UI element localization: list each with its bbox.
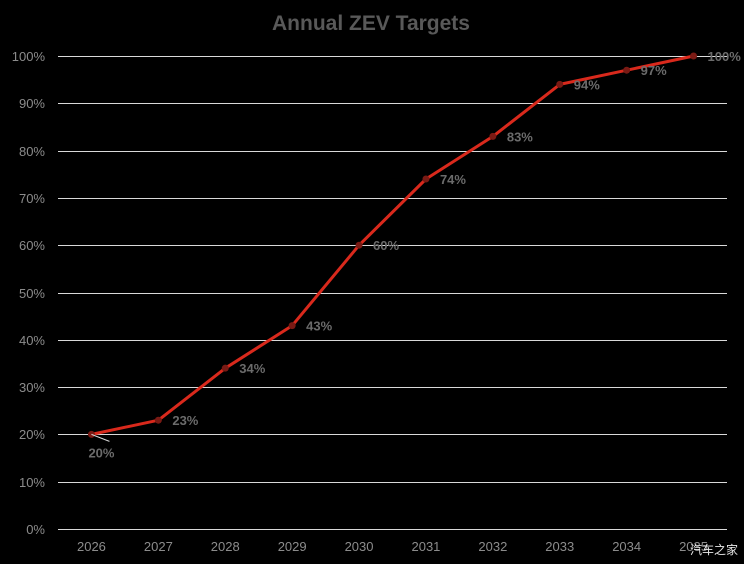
gridlines [58,56,727,530]
y-tick-label: 70% [19,191,45,206]
series-line [90,54,696,436]
y-tick-label: 60% [19,238,45,253]
x-tick-label: 2031 [411,539,440,554]
x-tick-label: 2035 [679,539,708,554]
data-label: 43% [306,319,332,334]
y-tick-label: 50% [19,286,45,301]
x-tick-label: 2032 [478,539,507,554]
x-tick-label: 2028 [211,539,240,554]
y-tick-label: 80% [19,144,45,159]
y-tick-label: 100% [12,49,46,64]
data-point [288,322,296,330]
data-point [556,80,564,88]
data-point [154,416,162,424]
data-label: 60% [373,238,399,253]
y-tick-label: 90% [19,96,45,111]
data-label: 94% [574,77,600,92]
data-label-leader [91,433,110,442]
x-tick-label: 2029 [278,539,307,554]
data-label: 23% [172,413,198,428]
watermark-text: 汽车之家 [689,543,738,557]
data-label: 83% [507,129,533,144]
y-tick-label: 10% [19,475,45,490]
data-point [623,66,631,74]
data-label: 34% [239,361,265,376]
y-tick-label: 30% [19,380,45,395]
chart-title: Annual ZEV Targets [272,12,470,35]
y-axis-tick-labels: 0% 10% 20% 30% 40% 50% 60% 70% 80% 90% 100% [12,49,46,537]
series-zev-target [90,54,696,436]
data-label: 100% [708,49,742,64]
data-point [221,364,229,372]
data-point [489,132,497,140]
x-tick-label: 2034 [612,539,641,554]
x-tick-label: 2027 [144,539,173,554]
data-point [355,241,363,249]
x-axis-tick-labels: 2026 2027 2028 2029 2030 2031 2032 2033 2034 2035 [77,539,708,554]
data-point [690,52,698,60]
y-tick-label: 40% [19,333,45,348]
data-point [422,175,430,183]
data-label: 74% [440,172,466,187]
x-tick-label: 2033 [545,539,574,554]
y-tick-label: 20% [19,427,45,442]
x-tick-label: 2026 [77,539,106,554]
data-label: 20% [88,445,114,460]
data-label: 97% [641,63,667,78]
x-tick-label: 2030 [345,539,374,554]
data-labels: 20% 23% 34% 43% 60% 74% 83% 94% 97% 100% [88,49,741,460]
y-tick-label: 0% [26,522,45,537]
